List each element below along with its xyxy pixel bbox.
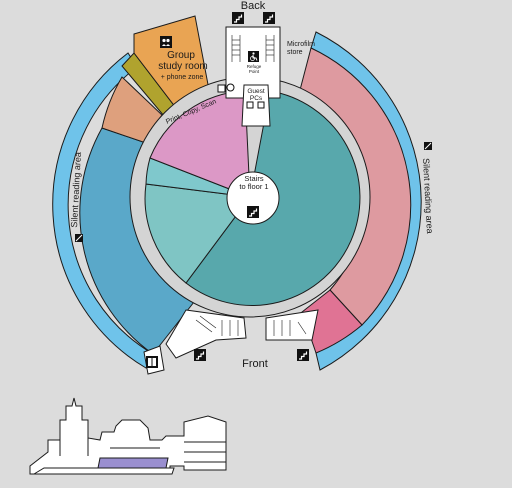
front-right-stair-treads	[273, 320, 307, 336]
stairs-icon	[193, 348, 207, 362]
scan-icon	[226, 83, 235, 92]
stairs-icon	[296, 348, 310, 362]
back-label: Back	[241, 0, 266, 12]
stairs-to-floor-label: Stairs to floor 1	[239, 174, 268, 191]
guest-pcs-label: Guest PCs	[247, 88, 265, 102]
stairs-icon	[262, 11, 276, 25]
silent-icon	[424, 142, 432, 150]
front-left-stair-treads	[195, 315, 239, 336]
teal-mid-area	[144, 183, 251, 284]
front-left-stairs	[165, 309, 247, 359]
refuge-point-label: Refuge Point	[247, 64, 262, 74]
elevator-icon	[146, 356, 158, 368]
printer-icon	[217, 84, 226, 93]
phone-zone-label: + phone zone	[161, 74, 204, 81]
silent-reading-left-label: Silent reading area	[69, 152, 83, 228]
silent-reading-right-label: Silent reading area	[421, 158, 435, 234]
front-label: Front	[242, 358, 268, 370]
group-study-room-label: Group study room	[158, 50, 207, 72]
stairs-icon	[246, 205, 260, 219]
back-stair-treads	[231, 35, 275, 62]
microfilm-store-label: Microfilm store	[287, 41, 315, 56]
guest-pc-nook	[241, 84, 271, 127]
central-stairs	[226, 171, 280, 225]
computer-icon	[246, 101, 254, 109]
outer-ring-left	[52, 52, 154, 369]
computer-icon	[257, 101, 265, 109]
stairs-icon	[231, 11, 245, 25]
group-study-icon	[160, 36, 172, 48]
building-locator-drawing	[29, 397, 227, 475]
wheelchair-icon	[248, 51, 259, 62]
silent-icon	[75, 234, 83, 242]
